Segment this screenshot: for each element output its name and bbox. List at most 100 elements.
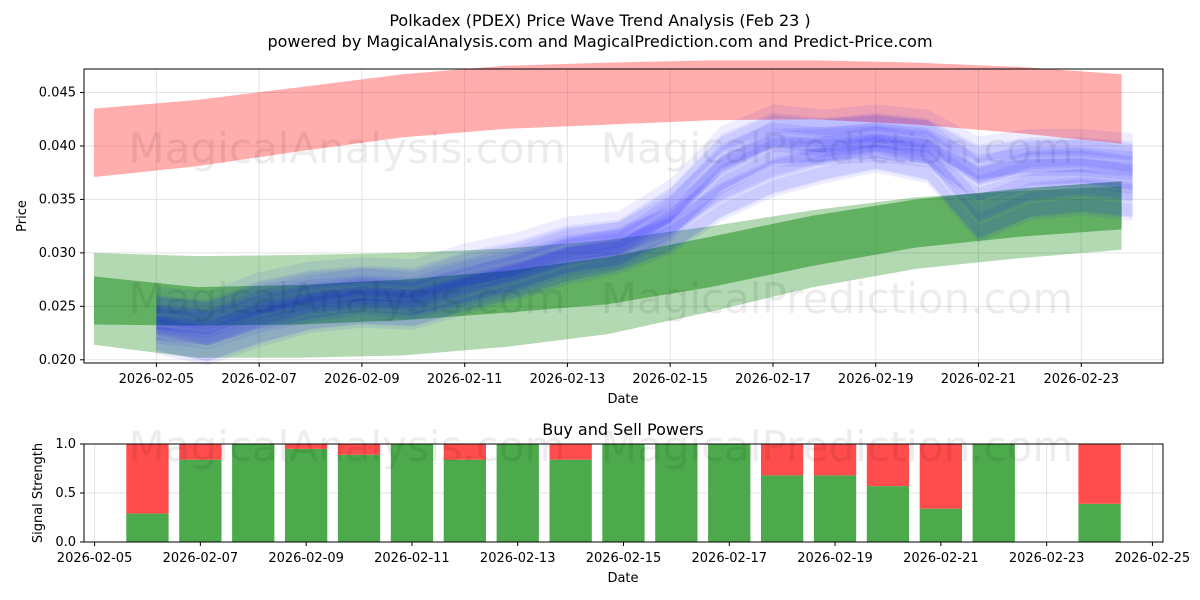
buy-sell-x-tick-label: 2026-02-23 bbox=[1009, 551, 1085, 566]
buy-sell-x-ticks: 2026-02-05 2026-02-07 2026-02-09 2026-02-11… bbox=[57, 542, 1190, 566]
buy-sell-watermarks: MagicalAnalysis.com MagicalPrediction.co… bbox=[129, 422, 1074, 471]
green-wide-band bbox=[94, 186, 1122, 358]
blue-wave-center-ribbon bbox=[156, 115, 1133, 328]
price-chart-frame bbox=[83, 68, 1164, 364]
buy-bar bbox=[443, 459, 486, 542]
sell-bar bbox=[285, 444, 328, 449]
buy-sell-x-tick-label: 2026-02-11 bbox=[374, 551, 450, 566]
blue-wave-upper-ribbon bbox=[156, 122, 1133, 336]
buy-sell-x-tick-label: 2026-02-13 bbox=[480, 551, 556, 566]
blue-wave-lower-ribbon bbox=[156, 136, 1133, 346]
price-y-ticks: 0.020 0.025 0.030 0.035 0.040 0.045 bbox=[39, 86, 84, 368]
sell-bar bbox=[919, 444, 962, 509]
blue-waves bbox=[156, 104, 1133, 366]
price-bands bbox=[94, 60, 1122, 358]
price-x-tick-label: 2026-02-09 bbox=[324, 372, 400, 387]
blue-wave-lower-ribbon bbox=[156, 143, 1133, 362]
blue-wave-upper-ribbon bbox=[156, 115, 1133, 320]
buy-bar bbox=[1078, 503, 1121, 542]
price-chart-grid bbox=[84, 69, 1163, 363]
price-x-tick-label: 2026-02-13 bbox=[530, 372, 606, 387]
price-x-ticks: 2026-02-05 2026-02-07 2026-02-09 2026-02-11… bbox=[119, 363, 1119, 387]
price-x-tick-label: 2026-02-15 bbox=[632, 372, 708, 387]
price-x-tick-label: 2026-02-05 bbox=[119, 372, 195, 387]
buy-sell-x-tick-label: 2026-02-15 bbox=[586, 551, 662, 566]
buy-bar bbox=[285, 448, 328, 542]
price-y-tick-label: 0.040 bbox=[39, 139, 76, 154]
buy-bar bbox=[602, 444, 645, 542]
buy-bar bbox=[390, 444, 434, 542]
buy-sell-y-tick-label: 0.0 bbox=[55, 535, 76, 550]
buy-sell-x-tick-label: 2026-02-17 bbox=[692, 551, 768, 566]
price-chart: MagicalAnalysis.com MagicalPrediction.co… bbox=[15, 60, 1164, 407]
blue-wave-center-ribbon bbox=[156, 133, 1133, 346]
buy-sell-x-tick-label: 2026-02-21 bbox=[903, 551, 979, 566]
blue-wave-upper-ribbon bbox=[156, 134, 1133, 339]
watermark-prediction-2: MagicalPrediction.com bbox=[601, 274, 1074, 323]
buy-bar bbox=[655, 444, 698, 542]
chart-subtitle: powered by MagicalAnalysis.com and Magic… bbox=[267, 32, 932, 51]
buy-bar bbox=[337, 454, 381, 542]
price-y-tick-label: 0.020 bbox=[39, 353, 76, 368]
price-x-tick-label: 2026-02-21 bbox=[941, 372, 1017, 387]
buy-sell-y-label: Signal Strength bbox=[31, 443, 46, 543]
sell-bar bbox=[549, 444, 592, 460]
buy-bar bbox=[761, 475, 804, 542]
buy-bar bbox=[708, 444, 751, 542]
watermark-prediction-3: MagicalPrediction.com bbox=[601, 422, 1074, 471]
buy-sell-x-tick-label: 2026-02-09 bbox=[268, 551, 344, 566]
price-y-tick-label: 0.045 bbox=[39, 86, 76, 101]
buy-bar bbox=[919, 508, 962, 542]
buy-bar bbox=[232, 444, 275, 542]
sell-bar bbox=[761, 444, 804, 476]
chart-title: Polkadex (PDEX) Price Wave Trend Analysi… bbox=[389, 11, 810, 30]
buy-sell-x-tick-label: 2026-02-25 bbox=[1115, 551, 1191, 566]
sell-bar bbox=[126, 444, 169, 514]
buy-sell-x-tick-label: 2026-02-19 bbox=[797, 551, 873, 566]
price-y-label: Price bbox=[15, 200, 30, 232]
price-x-label: Date bbox=[607, 392, 638, 407]
price-y-tick-label: 0.025 bbox=[39, 299, 76, 314]
buy-sell-x-tick-label: 2026-02-07 bbox=[163, 551, 239, 566]
buy-sell-chart: Buy and Sell Powers MagicalAnalysis.com … bbox=[31, 420, 1190, 586]
blue-wave-lower-ribbon bbox=[156, 125, 1133, 344]
buy-sell-x-label: Date bbox=[607, 571, 638, 586]
buy-bar bbox=[549, 459, 592, 542]
blue-wave-center-ribbon bbox=[156, 123, 1133, 345]
blue-wave-upper-ribbon bbox=[156, 112, 1133, 335]
buy-sell-y-tick-label: 1.0 bbox=[55, 437, 76, 452]
buy-sell-bars bbox=[126, 444, 1121, 542]
buy-bar bbox=[496, 444, 539, 542]
sell-bar bbox=[337, 444, 381, 455]
buy-sell-x-tick-label: 2026-02-05 bbox=[57, 551, 133, 566]
blue-wave-center-ribbon bbox=[156, 144, 1133, 350]
buy-sell-title: Buy and Sell Powers bbox=[542, 420, 704, 439]
buy-sell-y-tick-label: 0.5 bbox=[55, 486, 76, 501]
price-y-tick-label: 0.035 bbox=[39, 192, 76, 207]
buy-bar bbox=[813, 475, 857, 542]
buy-sell-y-ticks: 0.0 0.5 1.0 bbox=[55, 437, 84, 550]
blue-wave-upper-ribbon bbox=[156, 104, 1133, 317]
blue-wave-lower-ribbon bbox=[156, 155, 1133, 366]
buy-bar bbox=[179, 459, 222, 542]
price-chart-watermarks: MagicalAnalysis.com MagicalPrediction.co… bbox=[129, 124, 1074, 323]
sell-bar bbox=[179, 444, 222, 460]
watermark-analysis-3: MagicalAnalysis.com bbox=[129, 422, 566, 471]
red-upper-band bbox=[94, 60, 1122, 177]
sell-bar bbox=[866, 444, 910, 487]
buy-bar bbox=[866, 486, 910, 542]
price-x-tick-label: 2026-02-07 bbox=[221, 372, 297, 387]
price-x-tick-label: 2026-02-19 bbox=[838, 372, 914, 387]
green-narrow-band bbox=[94, 181, 1122, 326]
buy-bar bbox=[972, 444, 1015, 542]
sell-bar bbox=[1078, 444, 1121, 504]
watermark-analysis: MagicalAnalysis.com bbox=[129, 124, 566, 173]
buy-bar bbox=[126, 513, 169, 542]
price-y-tick-label: 0.030 bbox=[39, 246, 76, 261]
price-x-tick-label: 2026-02-17 bbox=[735, 372, 811, 387]
sell-bar bbox=[443, 444, 486, 460]
price-x-tick-label: 2026-02-23 bbox=[1043, 372, 1119, 387]
watermark-prediction: MagicalPrediction.com bbox=[601, 124, 1074, 173]
blue-wave-lower-ribbon bbox=[156, 134, 1133, 361]
